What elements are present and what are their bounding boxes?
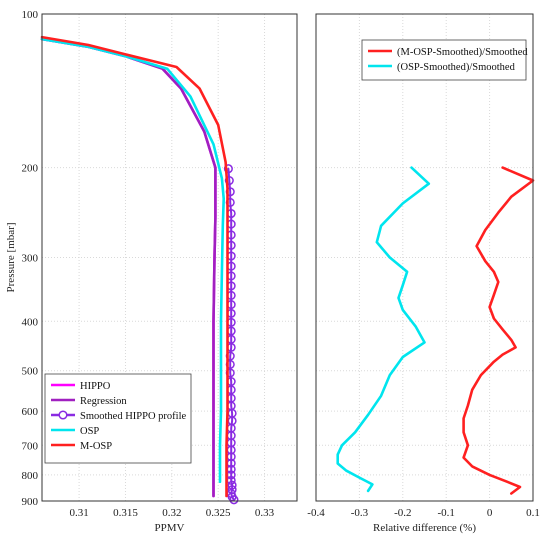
y-tick-label: 800 [22, 470, 39, 482]
x-tick-label: 0 [487, 507, 493, 519]
y-tick-label: 600 [22, 406, 39, 418]
x-tick-label: 0.31 [69, 507, 88, 519]
right-panel: -0.4 -0.3 -0.2 -0.1 0 0.1 Relative difference … [307, 13, 540, 534]
x-tick-label: -0.2 [394, 507, 411, 519]
x-tick-label: 0.325 [206, 507, 231, 519]
left-panel: 100 200 300 400 500 600 700 800 900 0.31 0.315 0.32… [5, 9, 298, 534]
legend-box [361, 39, 527, 81]
y-axis-label: Pressure [mbar] [5, 223, 17, 293]
x-tick-label: -0.4 [307, 507, 325, 519]
y-tick-label: 300 [22, 253, 39, 265]
data-point [223, 164, 233, 174]
legend-box [44, 373, 192, 464]
series-line [40, 35, 229, 498]
legend-label: Smoothed HIPPO profile [80, 411, 187, 422]
y-tick-label: 400 [22, 316, 39, 328]
x-tick-label: -0.3 [351, 507, 369, 519]
series-line [462, 166, 535, 495]
legend-label: OSP [80, 426, 99, 437]
x-tick-label: 0.32 [162, 507, 181, 519]
y-tick-label: 700 [22, 440, 39, 452]
y-tick-label: 500 [22, 366, 39, 378]
x-tick-label: 0.33 [255, 507, 275, 519]
x-tick-label: 0.315 [113, 507, 138, 519]
y-tick-label: 200 [22, 163, 39, 175]
data-point [227, 480, 237, 490]
legend-marker [58, 410, 68, 420]
series-line [40, 37, 225, 484]
data-point [229, 495, 239, 505]
x-axis-label: Relative difference (%) [373, 522, 476, 534]
legend-label: Regression [80, 396, 127, 407]
legend-label: (M-OSP-Smoothed)/Smoothed [397, 47, 528, 58]
y-tick-label: 900 [22, 496, 39, 508]
data-point [224, 175, 234, 186]
legend-label: M-OSP [80, 441, 112, 452]
legend-label: HIPPO [80, 381, 111, 392]
x-tick-label: -0.1 [437, 507, 454, 519]
y-tick-label: 100 [22, 9, 39, 21]
axes-frame [41, 13, 298, 502]
x-axis-label: PPMV [155, 522, 185, 534]
legend-label: (OSP-Smoothed)/Smoothed [397, 62, 516, 73]
axes-frame [315, 13, 534, 502]
x-tick-label: 0.1 [526, 507, 540, 519]
series-line [336, 166, 431, 493]
